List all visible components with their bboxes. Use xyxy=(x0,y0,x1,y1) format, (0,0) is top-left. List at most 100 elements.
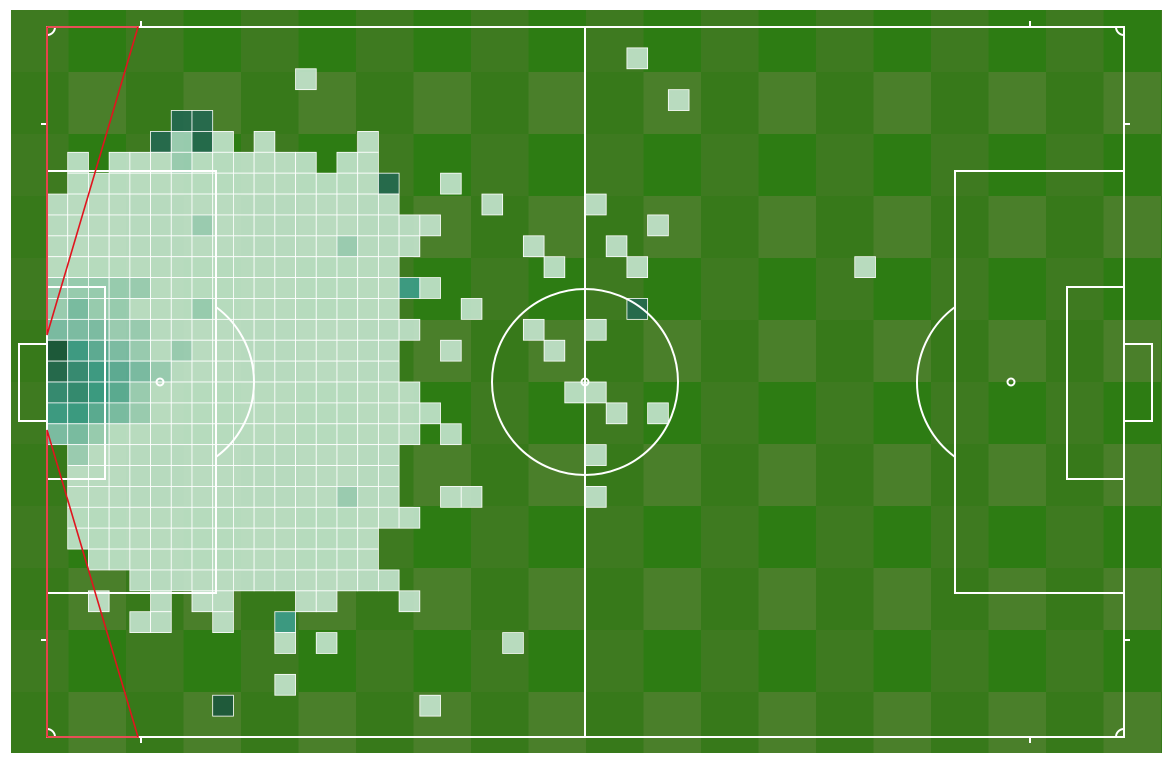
heat-cell xyxy=(274,402,296,425)
heat-cell xyxy=(150,506,172,529)
heat-cell xyxy=(129,277,151,299)
heat-cell xyxy=(295,360,317,383)
heat-cell xyxy=(150,298,172,320)
heat-cell xyxy=(274,235,296,258)
heat-cell xyxy=(295,444,317,466)
heat-cell xyxy=(67,360,89,383)
left-penalty-spot xyxy=(155,377,165,387)
heat-cell xyxy=(315,590,338,613)
heat-cell xyxy=(398,506,421,529)
heat-cell xyxy=(295,381,317,404)
heat-cell xyxy=(129,318,151,341)
heat-cell xyxy=(357,548,379,571)
heat-cell xyxy=(336,381,359,404)
heat-cell xyxy=(295,527,317,550)
heat-cell xyxy=(170,131,193,153)
heat-cell xyxy=(315,277,338,299)
heat-cell xyxy=(315,360,338,383)
heat-cell xyxy=(274,444,296,466)
heat-cell xyxy=(626,256,649,278)
heat-cell xyxy=(233,486,255,508)
heat-cell xyxy=(377,402,400,425)
heat-cell xyxy=(233,506,255,529)
heat-cell xyxy=(357,151,379,174)
heat-cell xyxy=(585,381,607,404)
heat-cell xyxy=(315,486,338,508)
heat-cell xyxy=(129,235,151,258)
heat-cell xyxy=(377,318,400,341)
heat-cell xyxy=(336,256,359,278)
heat-cell xyxy=(129,172,151,195)
heat-cell xyxy=(295,548,317,571)
heat-cell xyxy=(377,256,400,278)
heat-cell xyxy=(336,527,359,550)
heat-cell xyxy=(274,423,296,446)
heat-cell xyxy=(67,402,89,425)
heat-cell xyxy=(191,277,214,299)
heat-cell xyxy=(108,339,131,362)
heat-cell xyxy=(315,569,338,592)
heat-cell xyxy=(585,444,607,466)
heat-cell xyxy=(191,214,214,237)
heat-cell xyxy=(88,298,110,320)
heat-cell xyxy=(67,339,89,362)
heat-cell xyxy=(233,548,255,571)
heat-cell xyxy=(46,193,69,216)
distance-ticks xyxy=(41,21,1130,743)
heat-cell xyxy=(357,256,379,278)
heat-cell xyxy=(170,193,193,216)
heat-cell xyxy=(233,298,255,320)
heat-cell xyxy=(398,402,421,425)
heat-cell xyxy=(150,318,172,341)
heat-cell xyxy=(315,423,338,446)
heat-cell xyxy=(253,548,276,571)
heat-cell xyxy=(212,611,234,633)
heat-cell xyxy=(357,444,379,466)
heat-cell xyxy=(150,214,172,237)
heat-cell xyxy=(295,318,317,341)
heat-cell xyxy=(295,486,317,508)
heat-cell xyxy=(191,548,214,571)
heat-cell xyxy=(191,444,214,466)
heat-cell xyxy=(170,527,193,550)
heat-cell xyxy=(108,423,131,446)
center-spot xyxy=(580,377,590,387)
heat-cell xyxy=(522,318,545,341)
heat-cell xyxy=(253,298,276,320)
heat-cell xyxy=(377,465,400,487)
heat-cell xyxy=(377,506,400,529)
heat-cells xyxy=(46,47,876,717)
heat-cell xyxy=(315,381,338,404)
heat-cell xyxy=(315,506,338,529)
heat-cell xyxy=(315,172,338,195)
heat-cell xyxy=(377,235,400,258)
heat-cell xyxy=(191,256,214,278)
heat-cell xyxy=(336,318,359,341)
heat-cell xyxy=(129,214,151,237)
heat-cell xyxy=(253,339,276,362)
pitch-lines xyxy=(18,21,1153,743)
heat-cell xyxy=(357,486,379,508)
heat-cell xyxy=(357,381,379,404)
heat-cell xyxy=(398,318,421,341)
heat-cell xyxy=(315,444,338,466)
heat-cell xyxy=(274,611,296,633)
heat-cell xyxy=(253,423,276,446)
heat-cell xyxy=(88,235,110,258)
heat-cell xyxy=(274,339,296,362)
heat-cell xyxy=(315,214,338,237)
heat-cell xyxy=(253,360,276,383)
heat-cell xyxy=(274,214,296,237)
heat-cell xyxy=(377,381,400,404)
heat-cell xyxy=(88,318,110,341)
heat-cell xyxy=(108,214,131,237)
heat-cell xyxy=(274,318,296,341)
heat-cell xyxy=(170,402,193,425)
heat-cell xyxy=(88,506,110,529)
heat-cell xyxy=(233,151,255,174)
heat-cell xyxy=(129,486,151,508)
heat-cell xyxy=(150,172,172,195)
heat-cell xyxy=(150,339,172,362)
lower-zone xyxy=(46,429,140,738)
heat-cell xyxy=(377,172,400,195)
